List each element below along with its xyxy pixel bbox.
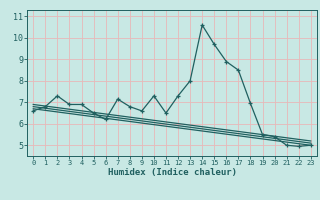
X-axis label: Humidex (Indice chaleur): Humidex (Indice chaleur)	[108, 168, 236, 177]
